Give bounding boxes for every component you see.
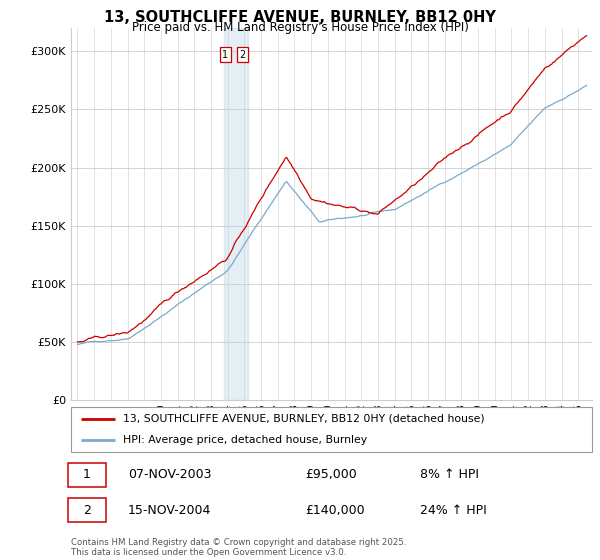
Text: 2: 2: [239, 50, 245, 60]
Text: 07-NOV-2003: 07-NOV-2003: [128, 468, 212, 482]
Text: 8% ↑ HPI: 8% ↑ HPI: [420, 468, 479, 482]
FancyBboxPatch shape: [68, 498, 106, 522]
FancyBboxPatch shape: [68, 463, 106, 487]
Text: £140,000: £140,000: [305, 504, 365, 517]
Text: 13, SOUTHCLIFFE AVENUE, BURNLEY, BB12 0HY: 13, SOUTHCLIFFE AVENUE, BURNLEY, BB12 0H…: [104, 10, 496, 25]
Text: Price paid vs. HM Land Registry's House Price Index (HPI): Price paid vs. HM Land Registry's House …: [131, 21, 469, 34]
Text: £95,000: £95,000: [305, 468, 357, 482]
Bar: [224, 28, 248, 400]
Text: HPI: Average price, detached house, Burnley: HPI: Average price, detached house, Burn…: [123, 435, 367, 445]
Text: 24% ↑ HPI: 24% ↑ HPI: [420, 504, 487, 517]
FancyBboxPatch shape: [71, 407, 592, 452]
Text: 15-NOV-2004: 15-NOV-2004: [128, 504, 211, 517]
Text: 13, SOUTHCLIFFE AVENUE, BURNLEY, BB12 0HY (detached house): 13, SOUTHCLIFFE AVENUE, BURNLEY, BB12 0H…: [123, 414, 485, 424]
Text: Contains HM Land Registry data © Crown copyright and database right 2025.
This d: Contains HM Land Registry data © Crown c…: [71, 538, 406, 557]
Text: 2: 2: [83, 504, 91, 517]
Text: 1: 1: [222, 50, 228, 60]
Text: 1: 1: [83, 468, 91, 482]
